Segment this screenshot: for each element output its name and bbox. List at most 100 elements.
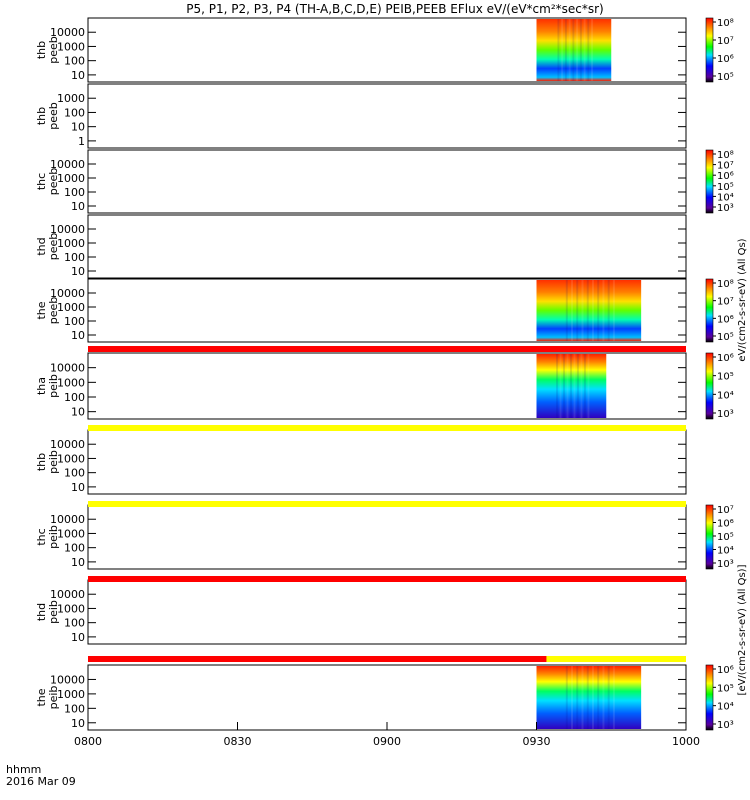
y-tick-label: 100 [64,106,85,119]
y-tick-label: 10 [71,406,85,419]
panel-label: thb [35,453,48,471]
panel-label: peeb [47,233,60,261]
spectrogram-streak [565,280,568,341]
colorbar-tick-label: 10⁴ [717,192,734,203]
colorbar-tick-label: 10⁵ [717,182,734,193]
panel-label: peib [47,374,60,398]
x-tick-label: 1000 [672,735,700,748]
status-bar-5-b [546,656,686,662]
y-tick-label: 10000 [50,223,85,236]
colorbar-tick-label: 10⁴ [717,702,734,713]
y-tick-label: 1000 [57,688,85,701]
colorbar-8 [705,504,714,570]
colorbar-tick-label: 10⁷ [717,297,734,308]
colorbar-tick-label: 10⁸ [717,18,734,29]
y-tick-label: 100 [64,467,85,480]
colorbar-tick-label: 10⁵ [717,72,734,83]
colorbar-tick-label: 10⁸ [717,150,734,161]
y-tick-label: 10000 [50,513,85,526]
colorbar-tick-label: 10³ [717,559,734,570]
colorbar-tick-label: 10⁶ [717,519,734,530]
spectrogram-streak [581,666,584,729]
y-tick-label: 100 [64,55,85,68]
y-tick-label: 100 [64,391,85,404]
spectrogram-streak [607,666,610,729]
y-tick-label: 10 [71,69,85,82]
colorbar-tick-label: 10³ [717,409,734,420]
colorbar-tick-label: 10⁶ [717,314,734,325]
y-tick-label: 10 [71,200,85,213]
panel-label: thc [35,173,48,190]
panel-label: thb [35,107,48,125]
colorbar-tick-label: 10³ [717,720,734,731]
x-tick-label: 0830 [224,735,252,748]
spectrogram-streak [586,280,589,341]
y-tick-label: 10 [71,717,85,730]
spectrogram-streak [576,19,579,81]
panel-label: the [35,688,48,706]
spectrogram-streak [583,19,586,81]
y-tick-label: 10 [71,329,85,342]
colorbar-unit-top: eV/(cm2-s-sr-eV) (All Qs) [737,238,748,361]
colorbar-tick-label: 10⁸ [717,279,734,290]
x-tick-label: 0930 [523,735,551,748]
spectrogram-streak [576,354,579,418]
status-bar-5 [88,656,547,662]
y-tick-label: 10000 [50,588,85,601]
y-tick-label: 10 [71,481,85,494]
x-tick-label: 0800 [74,735,102,748]
panel-label: peib [47,600,60,624]
panel-label: thc [35,528,48,545]
y-tick-label: 1000 [57,527,85,540]
y-tick-label: 1000 [57,376,85,389]
time-axis: 0800 0830 0900 0930 1000 [74,722,700,748]
spectrogram-block-10 [536,666,642,729]
panel-label: peeb [47,168,60,196]
spectrogram-streak [581,280,584,341]
spectrogram-streak [587,354,590,418]
colorbar-3 [705,149,714,214]
colorbar-tick-label: 10⁷ [717,36,734,47]
spectrogram-streak [597,666,600,729]
panel-frame-5 [87,278,687,343]
y-tick-label: 1000 [57,237,85,250]
figure-title: P5, P1, P2, P3, P4 (TH-A,B,C,D,E) PEIB,P… [186,2,603,16]
spectrogram-streak [571,666,574,729]
colorbar-tick-label: 10⁵ [717,332,734,343]
spectrogram-streak [591,666,594,729]
y-tick-label: 10000 [50,287,85,300]
y-tick-label: 100 [64,251,85,264]
panel-frame-3 [87,149,687,214]
status-bar-4 [88,576,686,582]
colorbar-tick-label: 10⁵ [717,532,734,543]
status-bar-2 [88,425,686,431]
spectrogram-streak [591,19,594,81]
y-tick-label: 100 [64,315,85,328]
spectrogram-streak [597,280,600,341]
panel-frame-2 [87,83,687,149]
spectrogram-streak [586,666,589,729]
spectrogram-streak [564,19,567,81]
panel-frame-4 [87,214,687,279]
colorbar-tick-label: 10⁴ [717,390,734,401]
colorbar-tick-label: 10³ [717,203,734,214]
spectrogram-streak [571,280,574,341]
colorbar-tick-label: 10⁶ [717,353,734,364]
spectrogram-streak [559,354,562,418]
spectrogram-block-6 [536,354,607,418]
colorbar-tick-label: 10⁶ [717,54,734,65]
y-tick-label: 10000 [50,438,85,451]
panel-label: the [35,301,48,319]
panel-frame-1 [87,17,687,83]
colorbar-5 [705,278,714,343]
x-tick-label: 0900 [373,735,401,748]
y-tick-label: 1000 [57,172,85,185]
colorbar-10 [705,664,714,731]
panel-label: thd [35,237,48,255]
